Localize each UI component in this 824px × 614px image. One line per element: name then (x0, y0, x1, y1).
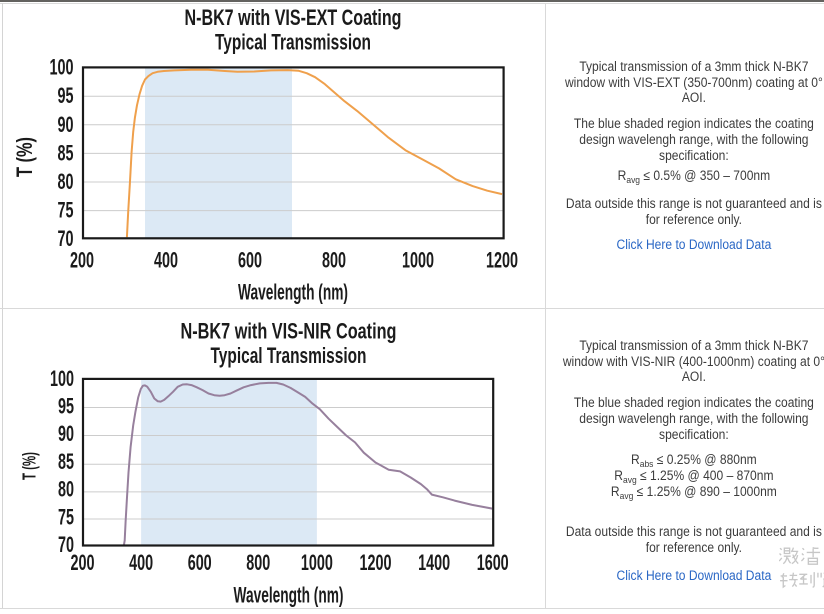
svg-text:800: 800 (322, 248, 346, 273)
svg-text:400: 400 (129, 550, 153, 575)
svg-text:95: 95 (58, 83, 74, 108)
svg-text:600: 600 (238, 248, 262, 273)
svg-text:200: 200 (71, 550, 95, 575)
svg-text:T (%): T (%) (19, 452, 40, 480)
svg-text:1200: 1200 (486, 248, 518, 273)
svg-text:70: 70 (58, 532, 74, 557)
svg-text:Wavelength (nm): Wavelength (nm) (234, 583, 344, 608)
svg-text:90: 90 (58, 112, 74, 137)
svg-text:75: 75 (58, 198, 74, 223)
svg-text:Typical Transmission: Typical Transmission (215, 29, 371, 54)
svg-text:800: 800 (246, 550, 270, 575)
svg-text:200: 200 (70, 248, 94, 273)
svg-text:N-BK7 with VIS-NIR Coating: N-BK7 with VIS-NIR Coating (181, 318, 397, 343)
svg-text:95: 95 (58, 394, 74, 419)
svg-text:70: 70 (58, 226, 74, 251)
svg-text:Wavelength (nm): Wavelength (nm) (238, 280, 348, 305)
svg-text:1200: 1200 (360, 550, 392, 575)
svg-text:80: 80 (58, 477, 74, 502)
svg-text:1400: 1400 (418, 550, 450, 575)
svg-text:600: 600 (188, 550, 212, 575)
svg-text:100: 100 (50, 366, 74, 391)
svg-text:N-BK7 with VIS-EXT Coating: N-BK7 with VIS-EXT Coating (185, 5, 402, 30)
svg-text:85: 85 (58, 449, 74, 474)
svg-text:80: 80 (58, 169, 74, 194)
svg-text:1000: 1000 (301, 550, 333, 575)
svg-text:100: 100 (50, 55, 74, 80)
svg-text:Typical Transmission: Typical Transmission (211, 343, 367, 368)
svg-text:400: 400 (154, 248, 178, 273)
svg-text:75: 75 (58, 504, 74, 529)
svg-text:85: 85 (58, 140, 74, 165)
svg-text:1000: 1000 (402, 248, 434, 273)
svg-text:T (%): T (%) (12, 137, 37, 177)
svg-text:90: 90 (58, 421, 74, 446)
svg-text:1600: 1600 (477, 550, 509, 575)
